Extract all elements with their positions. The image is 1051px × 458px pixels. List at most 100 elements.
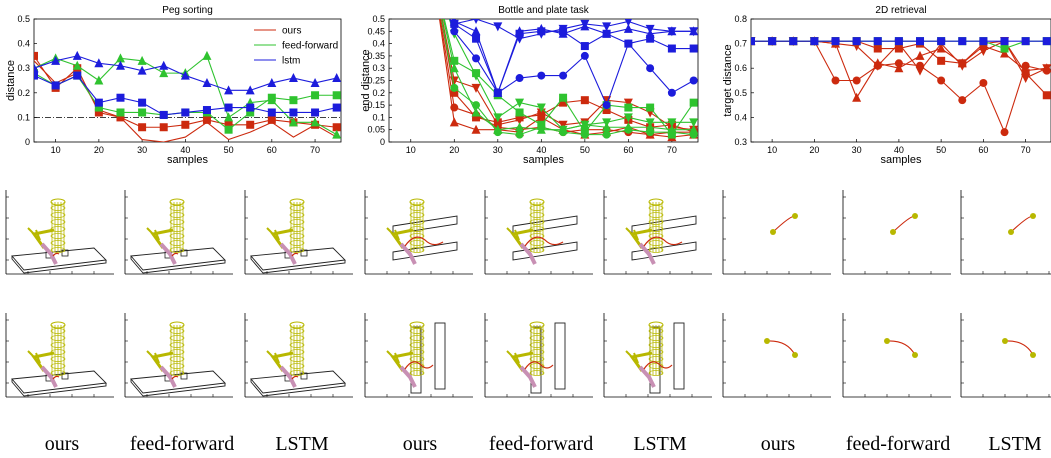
robot-cylinder-ring — [409, 370, 425, 376]
caption-ours: ours — [761, 433, 796, 455]
data-point-square-10 — [958, 37, 967, 46]
trajectory — [171, 252, 179, 257]
tray-side — [250, 256, 346, 274]
data-point-triangle-4 — [115, 60, 125, 70]
x-tick-label: 30 — [137, 145, 147, 155]
data-point-circle-10 — [602, 130, 611, 139]
data-point-triangle-down-4 — [471, 83, 481, 93]
data-point-square-5 — [852, 37, 861, 46]
data-point-circle-9 — [580, 130, 589, 139]
robot-cylinder-ring — [409, 349, 425, 355]
x-tick-label: 40 — [180, 145, 190, 155]
data-point-triangle-13 — [310, 77, 320, 87]
data-point-square-13 — [1021, 69, 1030, 78]
series-lstm — [449, 19, 698, 97]
data-point-circle-10 — [602, 101, 611, 110]
series-lstm — [34, 50, 341, 95]
robot-cylinder-ring — [50, 363, 66, 369]
data-point-circle-8 — [559, 71, 568, 80]
trajectory — [524, 361, 554, 370]
series-lstm — [34, 71, 341, 119]
x-tick-label: 30 — [852, 145, 862, 155]
data-point-square-14 — [689, 44, 698, 53]
thumbnail-grid — [5, 190, 1051, 398]
robot-joint-lines — [146, 227, 160, 241]
robot-cylinder-ring — [409, 363, 425, 369]
data-point-circle-3 — [450, 27, 459, 36]
data-point-square-12 — [646, 103, 655, 112]
robot-forearm — [40, 242, 58, 265]
x-tick-label: 60 — [978, 145, 988, 155]
data-point-square-3 — [810, 37, 819, 46]
data-point-triangle-5 — [137, 55, 147, 65]
data-point-circle-11 — [979, 78, 988, 87]
robot-cylinder-ring — [529, 226, 545, 232]
data-point-triangle-3 — [449, 19, 459, 26]
robot-cylinder-ring — [169, 328, 185, 334]
x-tick-label: 20 — [94, 145, 104, 155]
robot-cylinder-ring — [409, 356, 425, 362]
trajectory — [886, 340, 916, 356]
data-point-triangle-7 — [894, 63, 904, 73]
data-point-square-12 — [1000, 44, 1009, 53]
caption-LSTM: LSTM — [275, 433, 329, 455]
robot-forearm — [279, 365, 297, 388]
robot-cylinder-ring — [648, 247, 664, 253]
data-point-circle-3 — [450, 83, 459, 92]
trajectory — [52, 252, 60, 257]
robot-cylinder-ring — [50, 335, 66, 341]
data-point-triangle-6 — [159, 68, 169, 78]
robot-cylinder-ring — [169, 349, 185, 355]
data-point-square-1 — [51, 81, 60, 90]
data-point-circle-11 — [624, 39, 633, 48]
data-point-circle-12 — [1000, 128, 1009, 137]
data-point-square-6 — [159, 110, 168, 119]
robot-arm — [386, 321, 425, 388]
data-point-square-10 — [246, 120, 255, 129]
thumbnail-bottle-vertical-ours — [364, 313, 473, 398]
chart-title: 2D retrieval — [875, 5, 926, 16]
trajectory — [291, 375, 299, 380]
robot-cylinder-ring — [409, 205, 425, 211]
tray-outline — [130, 370, 226, 394]
trajectory — [772, 215, 796, 233]
robot-cylinder-ring — [648, 212, 664, 218]
data-point-triangle-down-14 — [1042, 64, 1051, 74]
y-tick-label: 0.2 — [17, 88, 30, 98]
data-point-triangle-4 — [471, 107, 481, 117]
trajectory — [892, 215, 916, 233]
data-point-square-14 — [1042, 37, 1051, 46]
data-point-triangle-down-6 — [873, 61, 883, 71]
data-point-triangle-10 — [602, 122, 612, 132]
robot-cylinder-ring — [169, 342, 185, 348]
data-point-triangle-down-11 — [623, 113, 633, 123]
data-point-triangle-8 — [558, 28, 568, 38]
robot-cylinder-ring — [648, 328, 664, 334]
data-point-square-4 — [472, 34, 481, 43]
data-point-square-14 — [332, 91, 341, 100]
plate-upper — [631, 215, 697, 235]
data-point-triangle-8 — [915, 50, 925, 60]
data-point-square-13 — [311, 108, 320, 117]
data-point-triangle-9 — [224, 85, 234, 95]
data-point-triangle-11 — [267, 77, 277, 87]
start-point — [770, 229, 776, 235]
x-tick-label: 10 — [767, 145, 777, 155]
robot-arm — [625, 198, 664, 265]
data-point-triangle-11 — [623, 23, 633, 33]
trajectory — [524, 236, 564, 247]
trajectory — [291, 252, 299, 257]
data-point-triangle-down-5 — [493, 22, 503, 32]
data-point-triangle-9 — [580, 21, 590, 31]
data-point-triangle-13 — [667, 26, 677, 36]
data-point-square-6 — [515, 108, 524, 117]
data-point-circle-9 — [937, 76, 946, 85]
robot-cylinder-ring — [409, 342, 425, 348]
y-tick-label: 0.35 — [367, 51, 385, 61]
robot-arm — [386, 198, 425, 265]
robot-arm — [27, 321, 66, 388]
legend-label-lstm: lstm — [282, 56, 300, 67]
robot-joint-lines — [266, 227, 280, 241]
data-point-square-14 — [689, 98, 698, 107]
data-point-square-2 — [73, 71, 82, 80]
